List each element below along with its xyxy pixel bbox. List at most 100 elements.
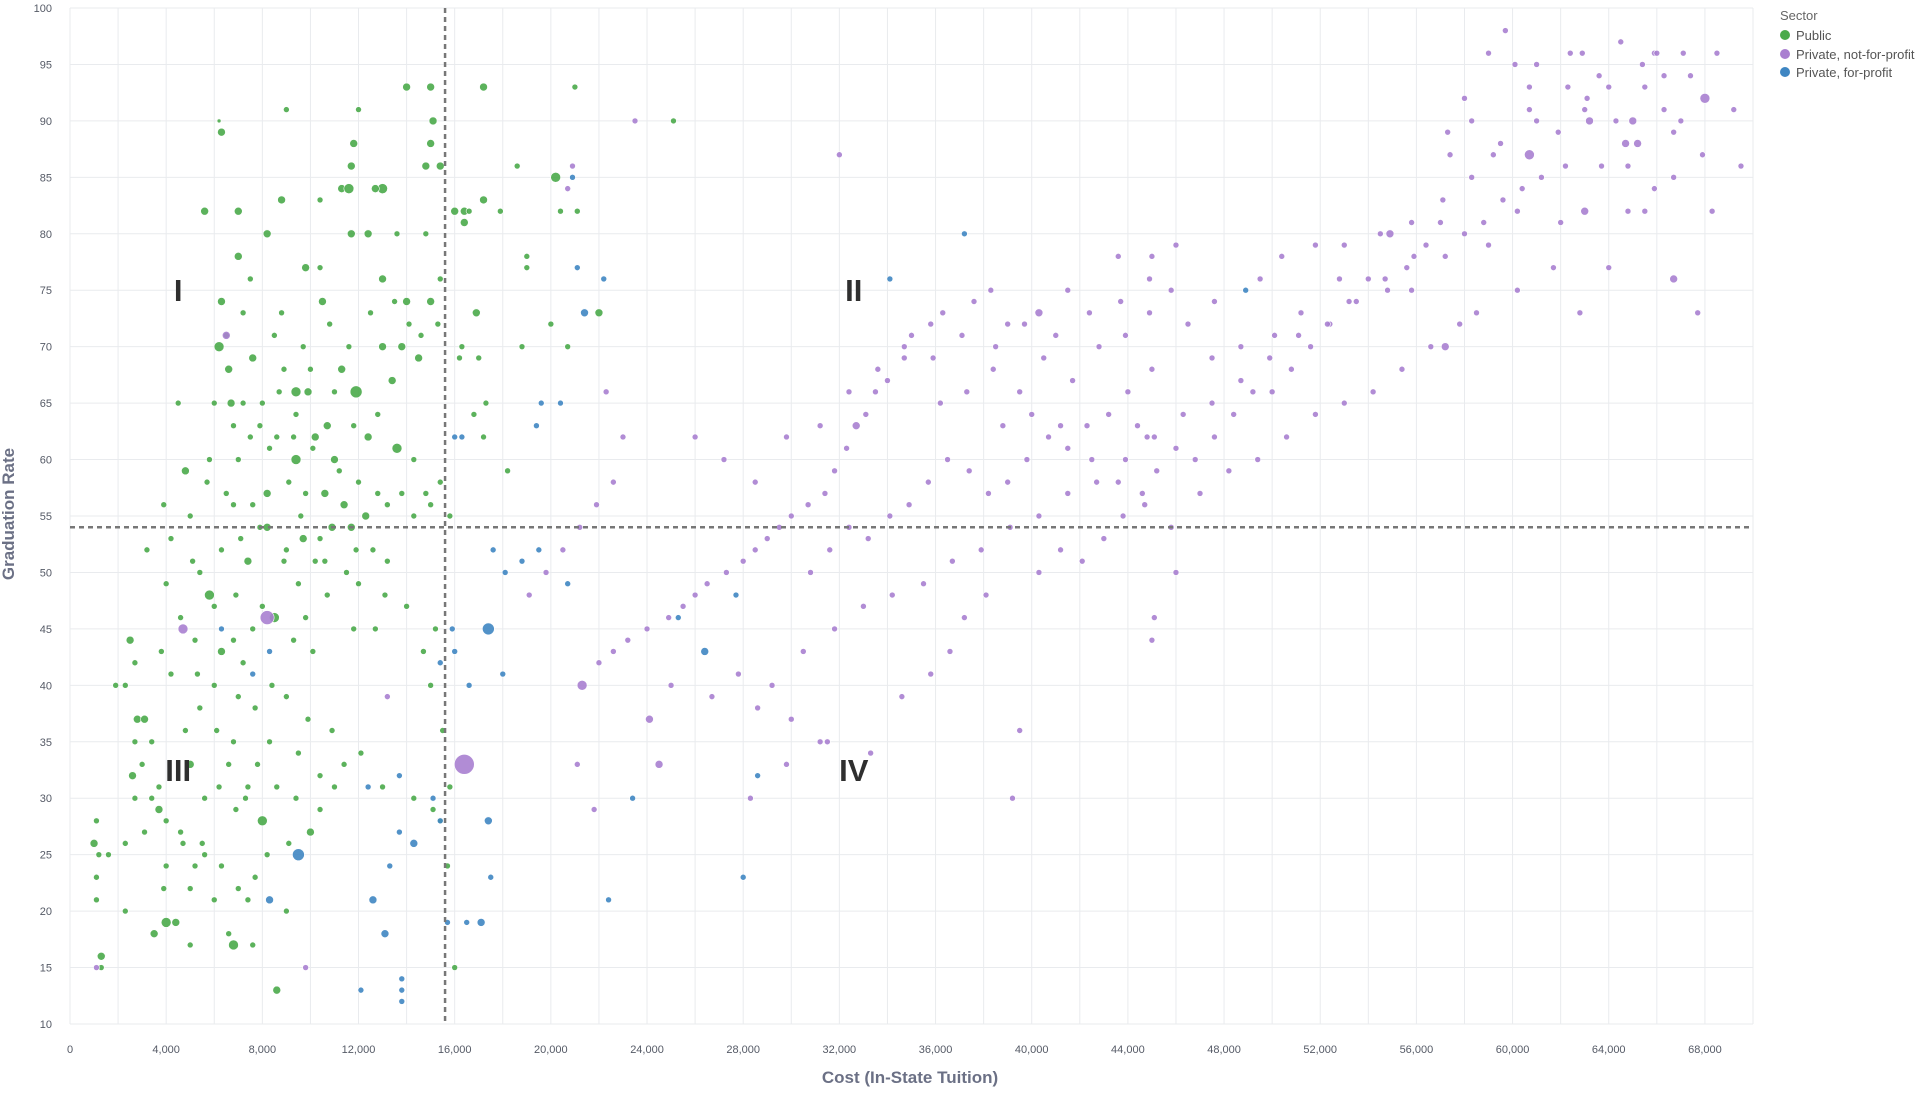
data-point-public[interactable] [371,184,380,193]
data-point-public[interactable] [458,343,466,350]
data-point-private-not-for-profit[interactable] [1497,140,1504,147]
data-point-private-for-profit[interactable] [600,275,608,283]
data-point-public[interactable] [185,760,195,769]
data-point-private-for-profit[interactable] [436,817,444,825]
data-point-public[interactable] [421,161,431,171]
data-point-private-not-for-profit[interactable] [1398,365,1406,373]
data-point-public[interactable] [230,738,237,746]
data-point-private-not-for-profit[interactable] [1403,264,1411,271]
data-point-public[interactable] [217,297,226,306]
data-point-private-not-for-profit[interactable] [1670,128,1677,136]
data-point-public[interactable] [335,467,343,475]
data-point-private-not-for-profit[interactable] [1585,116,1594,126]
data-point-private-not-for-profit[interactable] [1713,49,1721,57]
data-point-private-not-for-profit[interactable] [958,332,966,339]
data-point-private-for-profit[interactable] [380,929,390,938]
data-point-public[interactable] [298,534,308,543]
data-point-private-not-for-profit[interactable] [221,331,231,340]
data-point-public[interactable] [280,557,288,565]
data-point-private-not-for-profit[interactable] [679,603,687,610]
data-point-private-not-for-profit[interactable] [1485,241,1492,249]
data-point-private-not-for-profit[interactable] [1283,433,1290,441]
data-point-public[interactable] [316,264,324,271]
data-point-private-for-profit[interactable] [396,828,403,836]
data-point-private-for-profit[interactable] [265,895,274,905]
data-point-public[interactable] [429,806,437,813]
data-point-private-not-for-profit[interactable] [1578,49,1586,57]
data-point-private-not-for-profit[interactable] [1230,411,1237,418]
data-point-private-not-for-profit[interactable] [1297,309,1305,317]
data-point-public[interactable] [523,253,531,260]
data-point-private-not-for-profit[interactable] [93,964,100,971]
data-point-public[interactable] [398,490,406,497]
data-point-public[interactable] [285,478,293,486]
data-point-public[interactable] [670,117,677,125]
data-point-private-not-for-profit[interactable] [860,603,867,610]
data-point-public[interactable] [456,354,463,362]
data-point-private-not-for-profit[interactable] [1381,275,1389,283]
data-point-private-not-for-profit[interactable] [720,456,728,463]
data-point-public[interactable] [248,353,258,363]
data-point-private-for-profit[interactable] [398,986,406,994]
data-point-private-not-for-profit[interactable] [1605,83,1613,91]
data-point-public[interactable] [225,930,232,937]
data-point-private-not-for-profit[interactable] [1468,174,1475,181]
data-point-public[interactable] [277,195,286,205]
data-point-public[interactable] [397,342,407,351]
data-point-public[interactable] [470,411,478,418]
data-point-private-for-profit[interactable] [605,896,612,904]
data-point-public[interactable] [316,772,324,779]
data-point-private-not-for-profit[interactable] [1660,106,1668,113]
data-point-private-not-for-profit[interactable] [816,738,824,746]
data-point-private-not-for-profit[interactable] [1312,411,1319,418]
legend-item-public[interactable]: Public [1780,28,1832,43]
data-point-public[interactable] [479,195,488,205]
data-point-private-not-for-profit[interactable] [1340,241,1348,249]
data-point-private-not-for-profit[interactable] [1105,411,1112,418]
data-point-private-for-profit[interactable] [629,794,636,802]
data-point-private-not-for-profit[interactable] [1628,116,1638,126]
data-point-public[interactable] [235,456,242,463]
data-point-private-for-profit[interactable] [451,648,458,655]
data-point-public[interactable] [244,896,252,904]
data-point-public[interactable] [232,591,240,599]
data-point-private-not-for-profit[interactable] [862,411,870,418]
data-point-private-not-for-profit[interactable] [1278,253,1286,260]
data-point-private-not-for-profit[interactable] [1639,61,1646,68]
data-point-private-not-for-profit[interactable] [751,546,759,554]
data-point-private-not-for-profit[interactable] [763,535,771,542]
data-point-private-for-profit[interactable] [463,919,471,926]
data-point-public[interactable] [249,625,257,633]
data-point-public[interactable] [349,385,363,399]
data-point-private-not-for-profit[interactable] [1117,298,1124,305]
data-point-private-not-for-profit[interactable] [1064,444,1072,452]
data-point-private-not-for-profit[interactable] [1249,388,1257,396]
data-point-public[interactable] [234,252,243,261]
data-point-private-not-for-profit[interactable] [987,286,995,294]
data-point-public[interactable] [363,432,373,442]
data-point-private-not-for-profit[interactable] [1499,196,1507,204]
data-point-private-not-for-profit[interactable] [1141,501,1149,509]
data-point-private-not-for-profit[interactable] [1114,478,1122,486]
data-point-public[interactable] [95,851,103,858]
data-point-private-not-for-profit[interactable] [691,591,699,599]
data-point-private-not-for-profit[interactable] [977,546,985,554]
data-point-public[interactable] [557,207,564,215]
data-point-public[interactable] [171,918,181,927]
data-point-private-not-for-profit[interactable] [1485,49,1492,57]
data-point-public[interactable] [228,939,239,951]
data-point-private-not-for-profit[interactable] [735,670,742,678]
data-point-private-not-for-profit[interactable] [884,377,891,384]
data-point-private-for-profit[interactable] [482,622,495,636]
data-point-public[interactable] [350,422,358,429]
data-point-public[interactable] [96,951,106,961]
data-point-private-not-for-profit[interactable] [1518,185,1526,192]
data-point-private-for-profit[interactable] [700,647,710,656]
data-point-public[interactable] [297,512,305,520]
data-point-private-not-for-profit[interactable] [1670,174,1677,181]
data-point-public[interactable] [239,309,247,317]
data-point-public[interactable] [162,580,170,588]
data-point-public[interactable] [345,343,353,350]
data-point-public[interactable] [295,749,302,757]
data-point-private-for-profit[interactable] [448,625,456,633]
